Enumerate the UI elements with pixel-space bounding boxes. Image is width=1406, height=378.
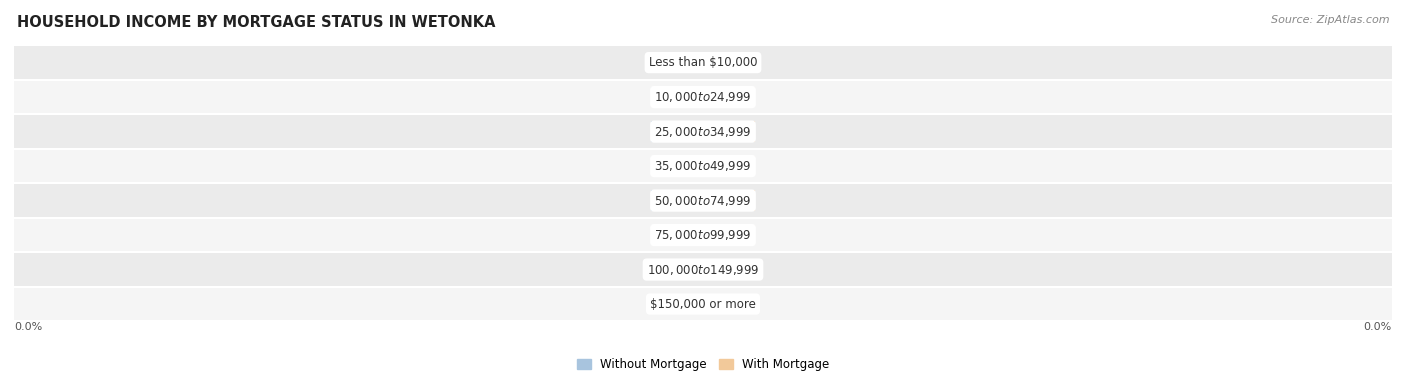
Text: 0.0%: 0.0% [662, 92, 692, 102]
Bar [14, 149, 1392, 183]
Bar [703, 52, 755, 73]
Text: 0.0%: 0.0% [714, 92, 744, 102]
Bar [651, 190, 703, 211]
Bar [14, 253, 1392, 287]
Text: $75,000 to $99,999: $75,000 to $99,999 [654, 228, 752, 242]
Bar [703, 121, 755, 142]
Bar [703, 156, 755, 177]
Text: $50,000 to $74,999: $50,000 to $74,999 [654, 194, 752, 208]
Text: 0.0%: 0.0% [662, 195, 692, 206]
Text: 0.0%: 0.0% [714, 161, 744, 171]
Text: Less than $10,000: Less than $10,000 [648, 56, 758, 69]
Bar [651, 156, 703, 177]
Text: 0.0%: 0.0% [714, 299, 744, 309]
Bar [703, 225, 755, 245]
Bar [651, 225, 703, 245]
Legend: Without Mortgage, With Mortgage: Without Mortgage, With Mortgage [572, 354, 834, 376]
Text: 0.0%: 0.0% [662, 230, 692, 240]
Bar [651, 121, 703, 142]
Bar [651, 87, 703, 107]
Bar [14, 287, 1392, 321]
Bar [651, 259, 703, 280]
Text: 0.0%: 0.0% [662, 265, 692, 274]
Bar [703, 87, 755, 107]
Text: 0.0%: 0.0% [714, 57, 744, 68]
Text: 0.0%: 0.0% [662, 127, 692, 136]
Bar [651, 52, 703, 73]
Text: $10,000 to $24,999: $10,000 to $24,999 [654, 90, 752, 104]
Text: $150,000 or more: $150,000 or more [650, 297, 756, 311]
Bar [14, 183, 1392, 218]
Bar [703, 190, 755, 211]
Text: 0.0%: 0.0% [14, 322, 42, 332]
Text: 0.0%: 0.0% [662, 161, 692, 171]
Text: 0.0%: 0.0% [1364, 322, 1392, 332]
Text: $100,000 to $149,999: $100,000 to $149,999 [647, 263, 759, 277]
Bar [14, 114, 1392, 149]
Bar [14, 45, 1392, 80]
Bar [14, 80, 1392, 114]
Text: $35,000 to $49,999: $35,000 to $49,999 [654, 159, 752, 173]
Bar [14, 218, 1392, 253]
Text: 0.0%: 0.0% [714, 265, 744, 274]
Bar [703, 259, 755, 280]
Bar [703, 294, 755, 314]
Text: 0.0%: 0.0% [662, 299, 692, 309]
Text: 0.0%: 0.0% [714, 195, 744, 206]
Text: 0.0%: 0.0% [714, 127, 744, 136]
Text: Source: ZipAtlas.com: Source: ZipAtlas.com [1271, 15, 1389, 25]
Bar [651, 294, 703, 314]
Text: 0.0%: 0.0% [714, 230, 744, 240]
Text: HOUSEHOLD INCOME BY MORTGAGE STATUS IN WETONKA: HOUSEHOLD INCOME BY MORTGAGE STATUS IN W… [17, 15, 495, 30]
Text: $25,000 to $34,999: $25,000 to $34,999 [654, 125, 752, 139]
Text: 0.0%: 0.0% [662, 57, 692, 68]
